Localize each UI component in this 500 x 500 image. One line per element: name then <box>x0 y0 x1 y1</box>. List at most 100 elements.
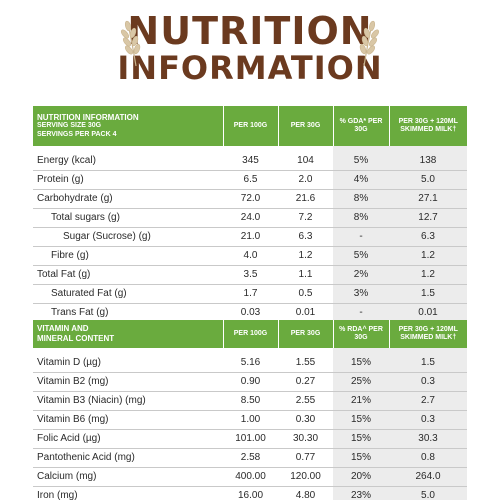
col-header-with-milk: PER 30G + 120ML SKIMMED MILK† <box>389 320 467 348</box>
value-per-30g: 30.30 <box>278 429 333 449</box>
page-title-line1: NUTRITION <box>127 9 373 53</box>
value-percent: 5% <box>333 146 389 171</box>
value-with-milk: 1.2 <box>389 246 467 266</box>
value-per-100g: 4.0 <box>223 246 278 266</box>
table-row: Sugar (Sucrose) (g) 21.0 6.3-6.3 <box>33 227 467 247</box>
value-per-30g: 2.55 <box>278 391 333 411</box>
value-per-30g: 0.30 <box>278 410 333 430</box>
row-label: Sugar (Sucrose) (g) <box>33 227 223 247</box>
nutrition-table: NUTRITION INFORMATION SERVING SIZE 30G S… <box>33 106 467 342</box>
nutrition-header-title: NUTRITION INFORMATION <box>37 112 139 122</box>
row-label: Protein (g) <box>33 170 223 190</box>
value-with-milk: 264.0 <box>389 467 467 487</box>
vitamin-table-header: VITAMIN AND MINERAL CONTENT PER 100G PER… <box>33 320 467 348</box>
table-row: Vitamin B3 (Niacin) (mg) 8.50 2.55 21% 2.7 <box>33 391 467 411</box>
value-percent: - <box>333 227 389 247</box>
row-label: Total Fat (g) <box>33 265 223 285</box>
row-label: Fibre (g) <box>33 246 223 266</box>
table-row: Vitamin D (µg) 5.16 1.55 15% 1.5 <box>33 348 467 373</box>
servings-per-pack: SERVINGS PER PACK 4 <box>37 130 117 138</box>
value-per-30g: 1.1 <box>278 265 333 285</box>
value-per-30g: 0.27 <box>278 372 333 392</box>
row-label: Pantothenic Acid (mg) <box>33 448 223 468</box>
value-per-100g: 1.00 <box>223 410 278 430</box>
value-per-100g: 3.5 <box>223 265 278 285</box>
value-with-milk: 5.0 <box>389 486 467 500</box>
col-header-per-30g: PER 30G <box>278 106 334 146</box>
value-per-30g: 0.5 <box>278 284 333 304</box>
vitamin-header-label: VITAMIN AND MINERAL CONTENT <box>33 320 224 348</box>
table-row: Energy (kcal) 345 104 5% 138 <box>33 146 467 171</box>
value-with-milk: 1.2 <box>389 265 467 285</box>
value-percent: 15% <box>333 448 389 468</box>
value-per-30g: 2.0 <box>278 170 333 190</box>
table-row: Calcium (mg) 400.00 120.00 20% 264.0 <box>33 467 467 487</box>
row-label: Vitamin D (µg) <box>33 348 223 373</box>
row-label: Saturated Fat (g) <box>33 284 223 304</box>
value-per-30g: 1.2 <box>278 246 333 266</box>
value-per-100g: 345 <box>223 146 278 171</box>
col-header-per-100g: PER 100G <box>223 106 279 146</box>
value-with-milk: 2.7 <box>389 391 467 411</box>
value-with-milk: 1.5 <box>389 284 467 304</box>
value-per-30g: 0.77 <box>278 448 333 468</box>
value-percent: 2% <box>333 265 389 285</box>
value-percent: 4% <box>333 170 389 190</box>
value-per-100g: 5.16 <box>223 348 278 373</box>
value-with-milk: 12.7 <box>389 208 467 228</box>
value-with-milk: 0.3 <box>389 410 467 430</box>
table-row: Vitamin B6 (mg) 1.00 0.30 15% 0.3 <box>33 410 467 430</box>
value-with-milk: 5.0 <box>389 170 467 190</box>
value-with-milk: 1.5 <box>389 348 467 373</box>
row-label: Energy (kcal) <box>33 146 223 171</box>
value-percent: 25% <box>333 372 389 392</box>
value-percent: 3% <box>333 284 389 304</box>
table-row: Total Fat (g) 3.5 1.1 2% 1.2 <box>33 265 467 285</box>
value-with-milk: 138 <box>389 146 467 171</box>
serving-size: SERVING SIZE 30G <box>37 122 102 130</box>
col-header-rda: % RDA^ PER 30G <box>333 320 390 348</box>
value-per-100g: 0.90 <box>223 372 278 392</box>
table-row: Pantothenic Acid (mg) 2.58 0.77 15% 0.8 <box>33 448 467 468</box>
value-percent: 15% <box>333 410 389 430</box>
row-label: Vitamin B6 (mg) <box>33 410 223 430</box>
row-label: Vitamin B3 (Niacin) (mg) <box>33 391 223 411</box>
value-per-100g: 101.00 <box>223 429 278 449</box>
value-per-100g: 16.00 <box>223 486 278 500</box>
value-per-100g: 1.7 <box>223 284 278 304</box>
row-label: Calcium (mg) <box>33 467 223 487</box>
wheat-icon <box>359 20 380 67</box>
value-per-100g: 24.0 <box>223 208 278 228</box>
value-per-30g: 4.80 <box>278 486 333 500</box>
value-with-milk: 30.3 <box>389 429 467 449</box>
value-percent: 20% <box>333 467 389 487</box>
col-header-per-100g: PER 100G <box>223 320 279 348</box>
title-area: NUTRITION INFORMATION <box>0 8 500 88</box>
table-row: Protein (g) 6.5 2.0 4% 5.0 <box>33 170 467 190</box>
value-per-100g: 8.50 <box>223 391 278 411</box>
value-per-30g: 104 <box>278 146 333 171</box>
table-row: Iron (mg) 16.00 4.80 23% 5.0 <box>33 486 467 500</box>
row-label: Iron (mg) <box>33 486 223 500</box>
vitamin-header-line1: VITAMIN AND <box>37 324 89 334</box>
nutrition-header-label: NUTRITION INFORMATION SERVING SIZE 30G S… <box>33 106 224 146</box>
value-per-30g: 1.55 <box>278 348 333 373</box>
value-per-100g: 6.5 <box>223 170 278 190</box>
value-per-30g: 21.6 <box>278 189 333 209</box>
value-per-100g: 400.00 <box>223 467 278 487</box>
wheat-icon <box>120 20 141 67</box>
table-row: Carbohydrate (g) 72.0 21.6 8% 27.1 <box>33 189 467 209</box>
value-percent: 8% <box>333 208 389 228</box>
row-label: Vitamin B2 (mg) <box>33 372 223 392</box>
value-per-30g: 6.3 <box>278 227 333 247</box>
value-percent: 23% <box>333 486 389 500</box>
table-row: Saturated Fat (g) 1.7 0.5 3% 1.5 <box>33 284 467 304</box>
value-per-100g: 72.0 <box>223 189 278 209</box>
row-label: Carbohydrate (g) <box>33 189 223 209</box>
value-per-30g: 7.2 <box>278 208 333 228</box>
value-percent: 21% <box>333 391 389 411</box>
vitamin-table: VITAMIN AND MINERAL CONTENT PER 100G PER… <box>33 320 467 500</box>
col-header-gda: % GDA* PER 30G <box>333 106 390 146</box>
value-with-milk: 27.1 <box>389 189 467 209</box>
table-row: Vitamin B2 (mg) 0.90 0.27 25% 0.3 <box>33 372 467 392</box>
